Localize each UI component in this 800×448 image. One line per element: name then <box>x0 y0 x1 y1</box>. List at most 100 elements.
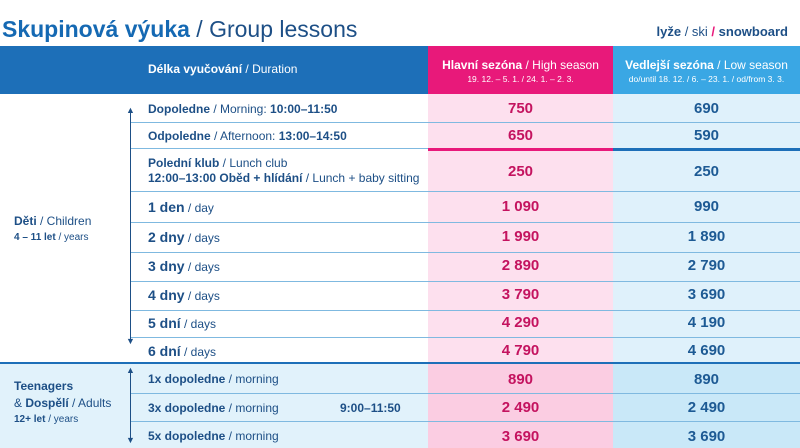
price-high: 4 790 <box>501 342 540 359</box>
row-divider <box>130 281 800 282</box>
price-low: 4 690 <box>687 342 726 359</box>
slash: / <box>711 24 716 39</box>
price-high: 2 490 <box>501 399 540 416</box>
row-2-days: 2 dny / days <box>148 229 220 245</box>
children-range-arrow: ▲ ▼ <box>126 105 135 346</box>
price-low: 590 <box>693 127 720 144</box>
row-cz: 5x dopoledne <box>148 429 226 443</box>
teen-line1: Teenagers <box>14 379 74 393</box>
row-en: / days <box>184 231 220 245</box>
row-4-days: 4 dny / days <box>148 287 220 303</box>
row-en: / morning <box>225 401 279 415</box>
teen-range-arrow: ▲ ▼ <box>126 365 135 445</box>
low-season-title: Vedlejší sezóna / Low season <box>613 58 800 72</box>
arrow-up-icon: ▲ <box>126 105 135 115</box>
row-cz: 1 den <box>148 199 185 215</box>
row-divider <box>130 310 800 311</box>
duration-header: Délka vyučování / Duration <box>148 46 297 92</box>
row-divider <box>130 252 800 253</box>
snowboard-label: snowboard <box>715 24 788 39</box>
price-high: 3 690 <box>501 428 540 445</box>
row-cz: 1x dopoledne <box>148 372 226 386</box>
row-lunch-club: Polední klub / Lunch club 12:00–13:00 Ob… <box>148 156 419 186</box>
row-divider <box>130 191 800 192</box>
price-low: 990 <box>693 198 720 215</box>
row-line2: 12:00–13:00 Oběd + hlídání <box>148 171 303 185</box>
price-low: 1 890 <box>687 228 726 245</box>
children-cz: Děti <box>14 214 37 228</box>
row-en: / days <box>180 345 217 359</box>
price-low: 4 190 <box>687 314 726 331</box>
row-6-days: 6 dní / days <box>148 343 216 359</box>
price-high: 1 990 <box>501 228 540 245</box>
row-cz: 2 dny <box>148 229 185 245</box>
row-cz: 3 dny <box>148 258 185 274</box>
low-en: / Low season <box>713 58 788 72</box>
low-cz: Vedlejší sezóna <box>625 58 714 72</box>
price-high: 650 <box>507 127 534 144</box>
teen-amp: & <box>14 396 26 411</box>
row-divider <box>130 222 800 223</box>
row-en: / days <box>180 317 217 331</box>
price-high: 2 890 <box>501 257 540 274</box>
children-en: / Children <box>36 214 92 228</box>
title-rest: / Group lessons <box>189 16 358 42</box>
header-underline <box>0 92 428 94</box>
low-season-dates: do/until 18. 12. / 6. – 23. 1. / od/from… <box>628 74 785 84</box>
low-season-header: Vedlejší sezóna / Low season do/until 18… <box>613 46 800 94</box>
price-high: 890 <box>507 371 534 388</box>
page-title: Skupinová výuka / Group lessons <box>2 18 357 41</box>
children-age-en: / years <box>55 232 89 243</box>
price-high: 1 090 <box>501 198 540 215</box>
row-cz: 5 dní <box>148 315 181 331</box>
row-line2-en: / Lunch + baby sitting <box>302 171 420 185</box>
arrow-up-icon: ▲ <box>126 365 135 375</box>
teen-section-bg <box>0 363 428 448</box>
row-en: / Morning: <box>210 102 271 116</box>
row-en: / morning <box>225 429 279 443</box>
price-high: 4 290 <box>501 314 540 331</box>
title-bold: Skupinová výuka <box>2 16 190 42</box>
row-afternoon: Odpoledne / Afternoon: 13:00–14:50 <box>148 129 347 143</box>
row-en: / day <box>184 201 214 215</box>
row-cz: Dopoledne <box>148 102 210 116</box>
teen-lesson-time: 9:00–11:50 <box>340 401 401 415</box>
row-divider <box>130 337 800 338</box>
teen-age-en: / years <box>45 413 79 425</box>
row-en: / morning <box>225 372 279 386</box>
row-time: 13:00–14:50 <box>278 129 347 143</box>
row-cz: Odpoledne <box>148 129 211 143</box>
row-cz: 6 dní <box>148 343 181 359</box>
section-divider <box>0 362 800 364</box>
row-divider <box>130 148 428 149</box>
row-en: / Afternoon: <box>210 129 279 143</box>
row-1-day: 1 den / day <box>148 199 214 215</box>
row-morning: Dopoledne / Morning: 10:00–11:50 <box>148 102 337 116</box>
row-divider <box>130 421 800 422</box>
price-high: 750 <box>507 100 534 117</box>
ski-en-label: / ski <box>681 24 712 39</box>
duration-cz: Délka vyučování <box>148 62 243 76</box>
row-5x-morning: 5x dopoledne / morning <box>148 429 279 443</box>
price-high: 3 790 <box>501 286 540 303</box>
price-low: 2 490 <box>687 399 726 416</box>
price-low: 3 690 <box>687 286 726 303</box>
row-3x-morning: 3x dopoledne / morning <box>148 401 279 415</box>
children-group-label: Děti / Children 4 – 11 let / years <box>14 212 91 245</box>
row-en: / Lunch club <box>219 156 288 170</box>
row-time: 10:00–11:50 <box>270 102 338 116</box>
row-5-days: 5 dní / days <box>148 315 216 331</box>
high-season-header: Hlavní sezóna / High season 19. 12. – 5.… <box>428 46 613 94</box>
teen-group-label: Teenagers & Dospělí / Adults 12+ let / y… <box>14 378 111 427</box>
teen-cz: Dospělí <box>25 396 69 411</box>
teen-age: 12+ let <box>14 413 46 425</box>
pink-divider <box>428 148 613 151</box>
high-en: / High season <box>522 58 599 72</box>
row-en: / days <box>184 289 220 303</box>
row-cz: Polední klub <box>148 156 220 170</box>
high-cz: Hlavní sezóna <box>442 58 523 72</box>
price-low: 690 <box>693 100 720 117</box>
ski-label: lyže <box>656 24 682 39</box>
row-divider <box>130 122 800 123</box>
row-3-days: 3 dny / days <box>148 258 220 274</box>
